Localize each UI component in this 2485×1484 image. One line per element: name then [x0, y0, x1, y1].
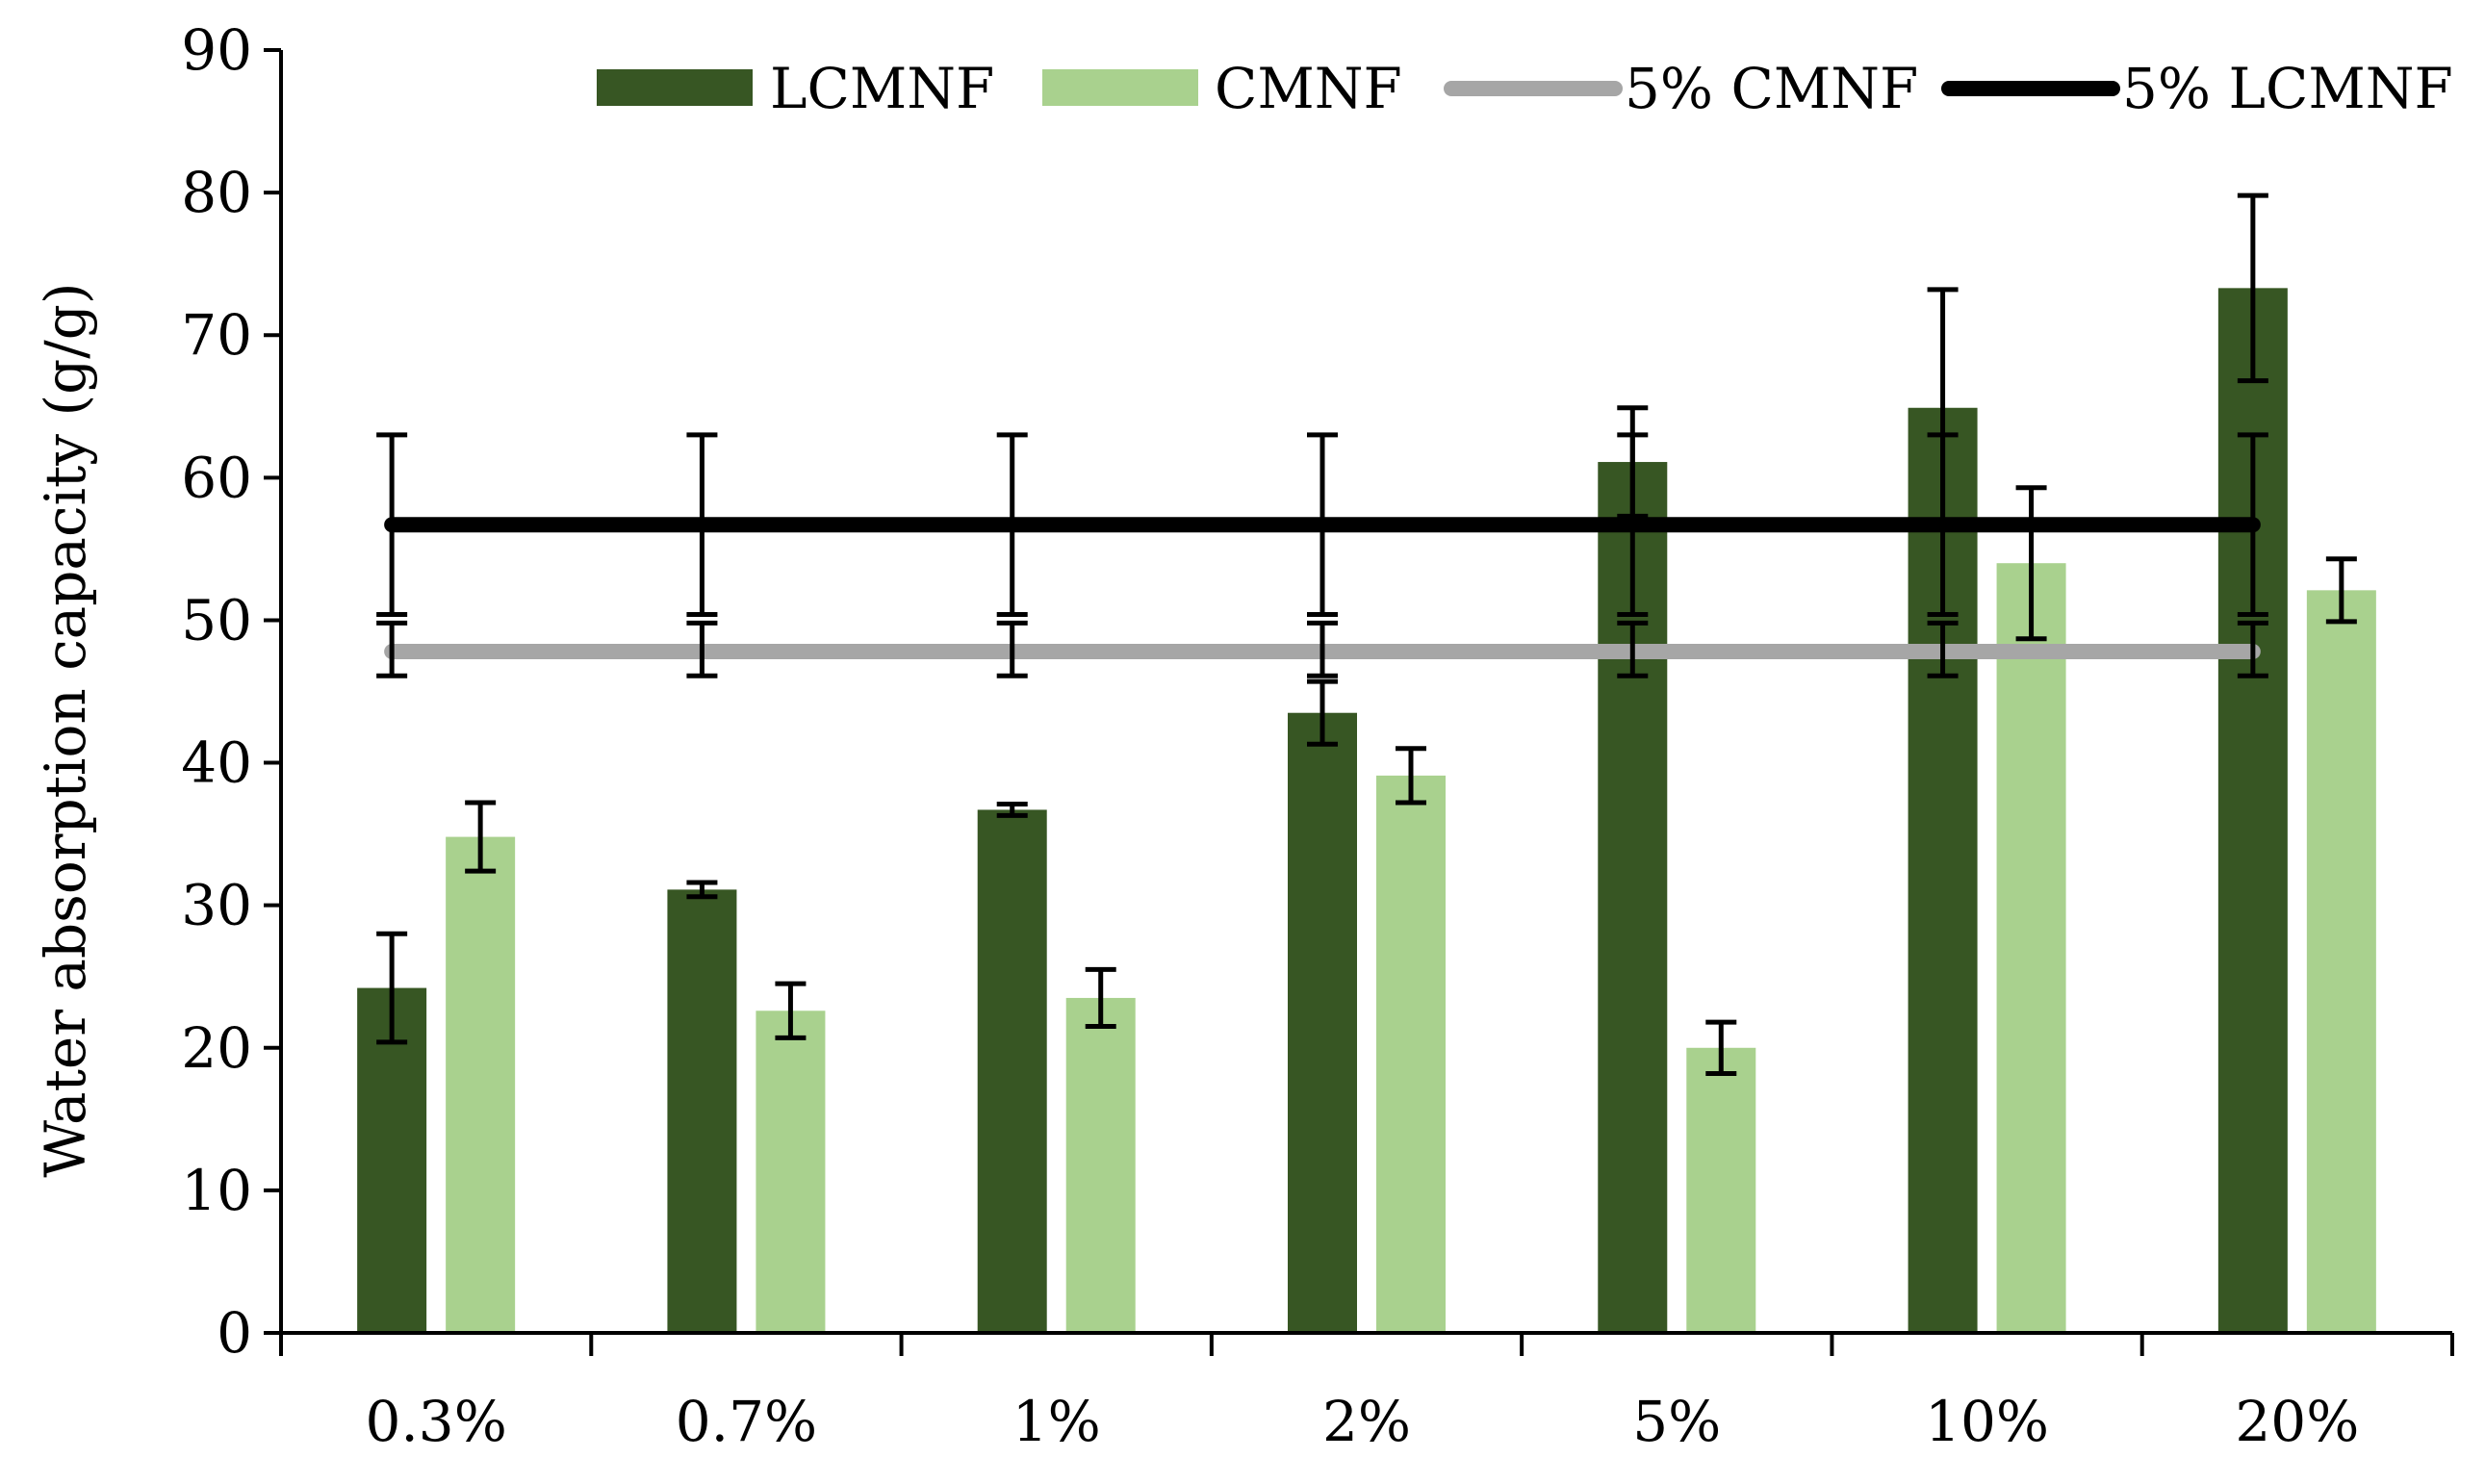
- x-tick-label: 5%: [1632, 1389, 1721, 1454]
- error-bars-layer: [376, 192, 2357, 1076]
- y-tick-label-30: 30: [181, 873, 252, 938]
- error-bar-lcmnf-2: [996, 802, 1028, 818]
- y-tick-label-10: 10: [181, 1158, 252, 1223]
- error-bar-lcmnf-3: [1307, 678, 1338, 747]
- x-tick-label: 10%: [1925, 1389, 2049, 1454]
- reference-error-bar-1-2: [996, 432, 1028, 618]
- legend-item-0: LCMNF: [597, 56, 994, 121]
- error-bar-cmnf-5: [2015, 485, 2047, 642]
- legend-item-3: 5% LCMNF: [1941, 56, 2453, 121]
- reference-error-bar-0-2: [996, 620, 1028, 678]
- bar-lcmnf-0: [357, 987, 427, 1333]
- bar-cmnf-0: [446, 836, 516, 1333]
- error-bar-lcmnf-0: [376, 931, 408, 1045]
- y-axis-title: Water absorption capacity (g/g): [33, 282, 98, 1177]
- bar-cmnf-2: [1065, 997, 1136, 1333]
- legend-item-1: CMNF: [1042, 56, 1402, 121]
- axes-layer: [279, 50, 2452, 1335]
- reference-error-bar-1-4: [1617, 432, 1649, 618]
- y-ticks: 0 10 20 30 40 50 60 70 80 90: [181, 17, 281, 1366]
- reference-error-bar-0-5: [1927, 620, 1959, 678]
- error-bar-lcmnf-6: [2237, 192, 2268, 384]
- bar-lcmnf-2: [977, 809, 1047, 1333]
- reference-error-bar-0-3: [1307, 620, 1338, 678]
- legend: LCMNF CMNF 5% CMNF 5% LCMNF: [597, 56, 2453, 121]
- error-bar-cmnf-6: [2325, 556, 2357, 625]
- error-bar-cmnf-2: [1085, 966, 1116, 1030]
- reference-error-bar-1-1: [686, 432, 718, 618]
- x-ticks: 0.3% 0.7% 1% 2% 5% 10% 20%: [279, 1333, 2454, 1454]
- error-bar-cmnf-4: [1705, 1019, 1737, 1076]
- reference-error-bar-0-4: [1617, 620, 1649, 678]
- bars-layer: [357, 288, 2376, 1333]
- reference-error-bar-0-1: [686, 620, 718, 678]
- bar-cmnf-6: [2306, 590, 2376, 1333]
- x-tick-label: 0.7%: [676, 1389, 817, 1454]
- legend-swatch: [1042, 69, 1198, 106]
- bar-cmnf-5: [1996, 563, 2066, 1333]
- bar-cmnf-3: [1376, 775, 1446, 1333]
- reference-error-bar-0-0: [376, 620, 408, 678]
- bar-lcmnf-3: [1288, 712, 1357, 1333]
- bar-lcmnf-1: [667, 889, 737, 1333]
- x-tick-label: 0.3%: [365, 1389, 506, 1454]
- reference-error-bar-1-6: [2237, 432, 2268, 618]
- legend-label: 5% CMNF: [1625, 56, 1918, 121]
- bar-cmnf-1: [756, 1011, 826, 1333]
- error-bar-cmnf-1: [775, 981, 807, 1040]
- error-bar-cmnf-0: [465, 800, 497, 874]
- y-tick-label-60: 60: [181, 445, 252, 510]
- bar-cmnf-4: [1686, 1047, 1756, 1333]
- y-tick-label-0: 0: [217, 1300, 252, 1366]
- error-bar-lcmnf-1: [686, 880, 718, 900]
- y-tick-label-80: 80: [181, 160, 252, 225]
- legend-label: LCMNF: [770, 56, 994, 121]
- legend-swatch: [597, 69, 753, 106]
- legend-label: CMNF: [1215, 56, 1402, 121]
- y-tick-label-40: 40: [181, 730, 252, 796]
- error-bar-cmnf-3: [1396, 746, 1426, 806]
- x-tick-label: 1%: [1012, 1389, 1101, 1454]
- x-tick-label: 2%: [1322, 1389, 1411, 1454]
- y-tick-label-20: 20: [181, 1015, 252, 1081]
- y-tick-label-50: 50: [181, 587, 252, 652]
- y-tick-label-90: 90: [181, 17, 252, 83]
- reference-error-bar-1-3: [1307, 432, 1338, 618]
- x-tick-label: 20%: [2235, 1389, 2359, 1454]
- reference-error-bar-1-0: [376, 432, 408, 618]
- legend-label: 5% LCMNF: [2122, 56, 2453, 121]
- reference-error-bar-1-5: [1927, 432, 1959, 618]
- reference-error-bar-0-6: [2237, 620, 2268, 678]
- y-tick-label-70: 70: [181, 302, 252, 368]
- legend-item-2: 5% CMNF: [1444, 56, 1918, 121]
